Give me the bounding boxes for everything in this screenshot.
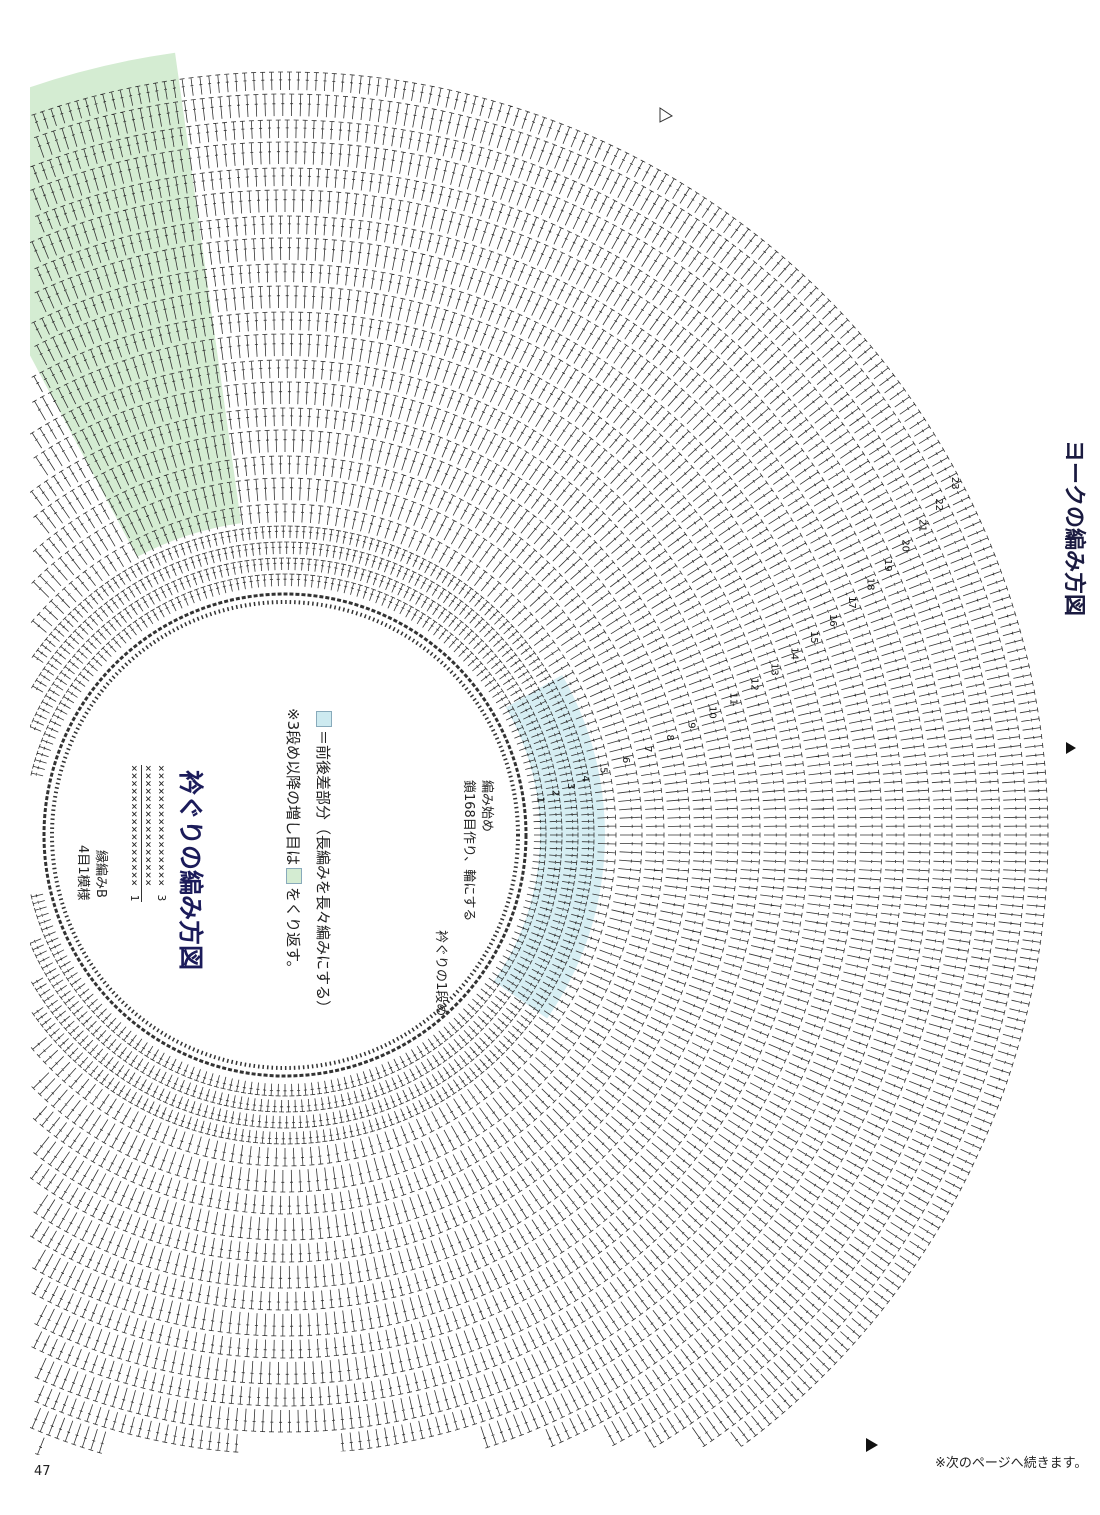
border-name: 縁編みB xyxy=(93,850,108,898)
row-number: 12 xyxy=(748,678,759,691)
legend-repeat-note: ※3段め以降の増し目はをくり返す。 xyxy=(283,708,304,976)
row-ring xyxy=(31,71,1049,1449)
row-ring xyxy=(33,381,739,1289)
continued-note: ※次のページへ続きます。 xyxy=(935,1456,1088,1471)
row-ring xyxy=(31,477,643,1193)
front-back-swatch xyxy=(316,711,332,727)
row-ring xyxy=(31,541,579,1129)
stitch-rings xyxy=(30,71,1049,1455)
row-ring xyxy=(33,429,691,1241)
row-ring xyxy=(30,557,563,1113)
single-crochet-ring xyxy=(50,600,520,1070)
row-number: 17 xyxy=(846,596,857,609)
neck-row1-label: 衿ぐりの1段め xyxy=(433,930,448,1017)
border-repeat: 4目1模様 xyxy=(75,845,90,901)
row-ring xyxy=(30,141,979,1447)
row-ring xyxy=(32,455,665,1215)
row-number: 8 xyxy=(664,735,675,741)
border-row-2: ×××××××××××××××× xyxy=(142,765,155,887)
row-number: 11 xyxy=(728,692,739,705)
row-ring xyxy=(34,285,835,1385)
row-number: 15 xyxy=(808,631,819,644)
row-ring xyxy=(34,237,883,1433)
row-number: 18 xyxy=(864,578,875,591)
row-number: 5 xyxy=(597,767,608,773)
row-number: 16 xyxy=(827,614,838,627)
legend-front-back: ＝前後差部分（長編みを長々編みにする） xyxy=(313,708,334,1015)
row-ring xyxy=(32,333,787,1337)
triangle-marker-open xyxy=(659,107,673,123)
row-number: 23 xyxy=(949,477,960,490)
row-number: 19 xyxy=(882,559,893,572)
row-ring xyxy=(34,215,905,1453)
row-ring xyxy=(30,503,617,1167)
row-number: 7 xyxy=(642,746,653,752)
row-ring xyxy=(30,189,931,1454)
row-ring xyxy=(35,167,953,1455)
triangle-marker-start xyxy=(1066,742,1076,754)
yoke-title: ヨークの編み方図 xyxy=(1061,440,1086,617)
row-number: 2 xyxy=(550,790,561,796)
start-note-line1: 編み始め xyxy=(479,780,494,833)
row-number: 14 xyxy=(789,647,800,660)
start-note-line2: 鎖168目作り、輪にする xyxy=(461,780,476,922)
repeat-swatch xyxy=(286,868,302,885)
neckline-title: 衿ぐりの編み方図 xyxy=(176,770,205,971)
row-number: 1 xyxy=(535,796,546,802)
repeat-section-band xyxy=(30,52,242,557)
row-number: 3 xyxy=(565,783,576,789)
repeat-note-suffix: をくり返す。 xyxy=(284,887,302,976)
row-ring xyxy=(33,93,1027,1448)
border-pattern-chart: ×××××××××××××××× 3 ×××××××××××××××× ××××… xyxy=(128,765,168,903)
page-number: 47 xyxy=(34,1464,51,1479)
row-ring xyxy=(31,263,857,1407)
foundation-chain-ring xyxy=(42,592,528,1078)
legend-front-back-text: ＝前後差部分（長編みを長々編みにする） xyxy=(314,730,332,1016)
row-ring xyxy=(30,407,713,1263)
border-row-3: ×××××××××××××××× 3 xyxy=(155,765,168,903)
row-number: 20 xyxy=(900,539,911,552)
row-number: 22 xyxy=(933,498,944,511)
row-number: 9 xyxy=(685,722,696,728)
row-ring xyxy=(31,525,595,1145)
row-ring xyxy=(30,119,1001,1450)
row-ring xyxy=(31,311,809,1359)
row-ring xyxy=(30,573,547,1097)
border-row-1: ×××××××××××××××× 1 xyxy=(128,765,142,903)
row-number: 13 xyxy=(769,663,780,676)
triangle-marker-end xyxy=(866,1438,878,1452)
row-number: 10 xyxy=(707,706,718,719)
repeat-note-prefix: ※3段め以降の増し目は xyxy=(284,708,302,866)
row-number: 4 xyxy=(580,776,591,782)
row-number: 21 xyxy=(917,519,928,532)
row-number: 6 xyxy=(620,757,631,763)
row-ring xyxy=(30,359,761,1311)
